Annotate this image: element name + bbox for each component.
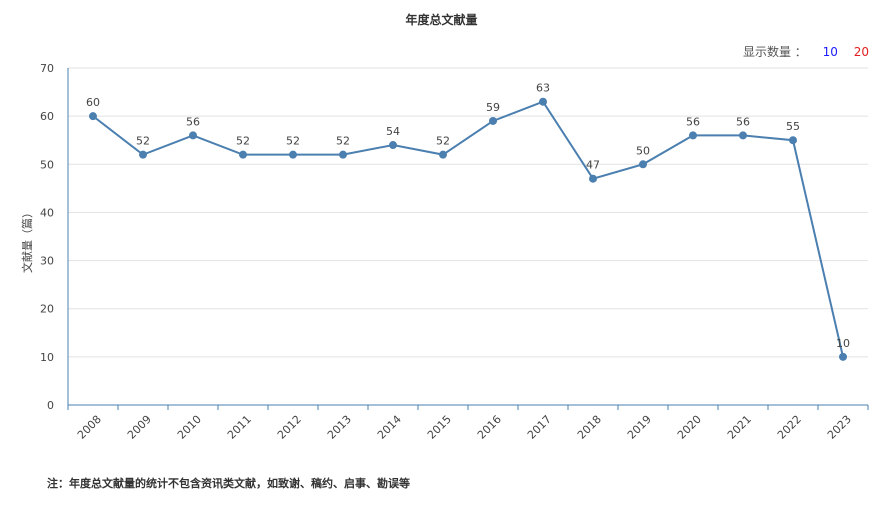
x-tick-label-2018: 2018 xyxy=(575,413,604,442)
series-line-layer xyxy=(92,100,844,358)
x-tick-label-2016: 2016 xyxy=(475,413,504,442)
x-tick-label-2009: 2009 xyxy=(125,413,154,442)
display-count-label: 显示数量 ： xyxy=(742,45,807,59)
data-point-2009[interactable] xyxy=(139,150,147,159)
y-tick-label-20: 20 xyxy=(40,303,54,316)
x-tick-label-2015: 2015 xyxy=(425,413,454,442)
chart-title: 年度总文献量 xyxy=(405,13,478,27)
x-tick-label-2008: 2008 xyxy=(75,413,104,442)
x-tick-label-2017: 2017 xyxy=(525,413,554,442)
data-point-2017[interactable] xyxy=(539,97,547,106)
data-point-2022[interactable] xyxy=(789,136,797,145)
y-tick-label-70: 70 xyxy=(40,62,54,75)
data-label-2018: 47 xyxy=(586,159,600,172)
data-label-2023: 10 xyxy=(836,337,850,350)
x-tick-label-2013: 2013 xyxy=(325,413,354,442)
x-tick-label-2020: 2020 xyxy=(675,413,704,442)
display-count-option-10[interactable]: 10 xyxy=(822,45,838,59)
data-point-2010[interactable] xyxy=(189,131,197,140)
data-label-2013: 52 xyxy=(336,135,350,148)
data-label-2011: 52 xyxy=(236,135,250,148)
x-tick-label-2014: 2014 xyxy=(375,413,404,442)
x-tick-label-2022: 2022 xyxy=(775,413,804,442)
data-point-2023[interactable] xyxy=(839,352,847,361)
data-point-2013[interactable] xyxy=(339,150,347,159)
series-line xyxy=(92,100,844,358)
x-tick-label-2012: 2012 xyxy=(275,413,304,442)
data-label-2016: 59 xyxy=(486,101,500,114)
data-point-2021[interactable] xyxy=(739,131,747,140)
data-label-2020: 56 xyxy=(686,115,700,128)
y-tick-label-40: 40 xyxy=(40,206,54,219)
y-tick-label-10: 10 xyxy=(40,351,54,364)
data-label-2010: 56 xyxy=(186,115,200,128)
y-tick-label-30: 30 xyxy=(40,255,54,268)
y-tick-label-50: 50 xyxy=(40,158,54,171)
data-point-2012[interactable] xyxy=(289,150,297,159)
display-count-selector: 显示数量 ： 10 20 xyxy=(743,43,869,60)
x-tick-label-2021: 2021 xyxy=(725,413,754,442)
x-tick-label-2023: 2023 xyxy=(825,413,854,442)
data-label-2012: 52 xyxy=(286,135,300,148)
x-tick-label-2010: 2010 xyxy=(175,413,204,442)
grid-lines xyxy=(68,67,868,358)
x-tick-label-2019: 2019 xyxy=(625,413,654,442)
data-point-2014[interactable] xyxy=(389,141,397,150)
data-label-2008: 60 xyxy=(86,96,100,109)
data-label-2009: 52 xyxy=(136,135,150,148)
data-label-2014: 54 xyxy=(386,125,400,138)
data-label-2021: 56 xyxy=(736,115,750,128)
data-point-2008[interactable] xyxy=(89,112,97,121)
data-point-2019[interactable] xyxy=(639,160,647,169)
data-label-2015: 52 xyxy=(436,135,450,148)
data-point-2016[interactable] xyxy=(489,116,497,125)
display-count-option-20[interactable]: 20 xyxy=(853,45,869,59)
data-label-2022: 55 xyxy=(786,120,800,133)
data-label-2017: 63 xyxy=(536,82,550,95)
data-points: 60 52 56 52 52 52 54 52 59 63 47 50 56 56 55 10 xyxy=(86,82,850,361)
data-point-2011[interactable] xyxy=(239,150,247,159)
y-tick-label-0: 0 xyxy=(47,399,54,412)
y-tick-label-60: 60 xyxy=(40,110,54,123)
data-point-2015[interactable] xyxy=(439,150,447,159)
x-tick-label-2011: 2011 xyxy=(225,413,254,442)
y-axis-title: 文献量（篇） xyxy=(20,207,34,273)
footnote: 注：年度总文献量的统计不包含资讯类文献，如致谢、稿约、启事、勘误等 xyxy=(47,477,410,490)
data-point-2018[interactable] xyxy=(589,174,597,183)
data-label-2019: 50 xyxy=(636,144,650,157)
data-point-2020[interactable] xyxy=(689,131,697,140)
